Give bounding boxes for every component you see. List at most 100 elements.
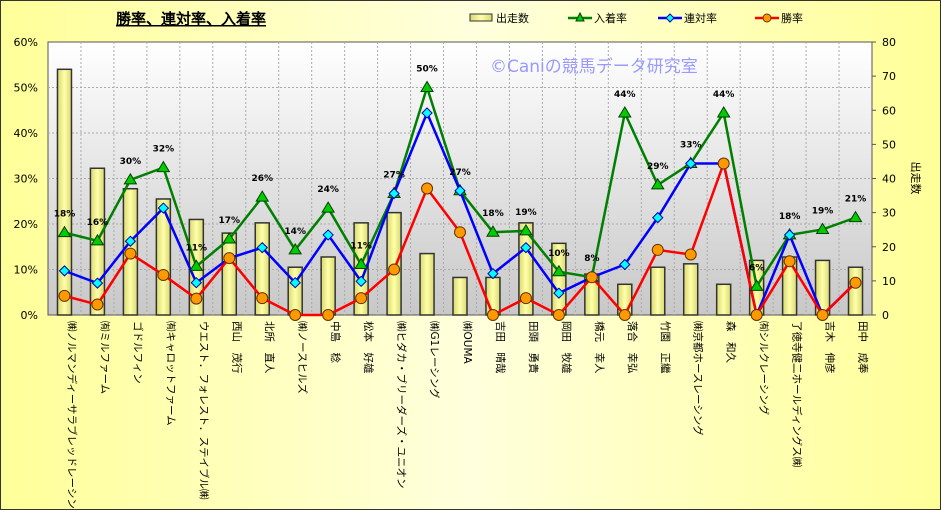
data-label: 8% — [584, 254, 599, 264]
marker-diamond — [388, 187, 400, 200]
legend-label: 連対率 — [684, 11, 717, 25]
data-label: 26% — [251, 174, 273, 184]
marker-diamond — [454, 185, 466, 197]
marker-triangle — [189, 259, 204, 271]
y2-tick-label: 0 — [882, 309, 889, 322]
marker-circle — [651, 243, 664, 256]
y-tick-label: 20% — [14, 218, 38, 231]
marker-triangle — [222, 232, 237, 244]
data-label: 14% — [284, 227, 306, 237]
data-label: 10% — [548, 249, 570, 259]
marker-diamond — [553, 287, 565, 299]
marker-circle — [421, 182, 434, 195]
y-tick-label: 30% — [14, 173, 38, 186]
marker-triangle — [57, 225, 72, 238]
y2-tick-label: 30 — [882, 207, 896, 220]
bar-出走数 — [682, 263, 699, 316]
x-tick-label: 北所 直人 — [263, 321, 276, 374]
data-label: 18% — [54, 210, 76, 220]
data-label: 19% — [812, 206, 834, 216]
legend-marker-circle — [762, 13, 772, 23]
x-tick-label: 竹園 正繼 — [659, 321, 672, 374]
chart-title: 勝率、連対率、入着率 — [116, 10, 266, 28]
marker-circle — [322, 309, 335, 321]
marker-circle — [355, 292, 368, 305]
marker-circle — [585, 271, 598, 284]
marker-triangle — [123, 172, 138, 185]
marker-triangle — [90, 233, 105, 246]
data-label: 6% — [749, 263, 764, 273]
marker-triangle — [321, 201, 336, 213]
x-tick-label: 田頭 勇貴 — [527, 321, 540, 374]
marker-triangle — [354, 257, 369, 269]
marker-circle — [289, 309, 302, 321]
data-label: 27% — [449, 168, 471, 178]
data-label: 11% — [350, 241, 372, 251]
marker-circle — [256, 292, 269, 305]
legend-label: 入着率 — [594, 11, 627, 25]
y-tick-label: 0% — [21, 309, 38, 322]
y-tick-label: 10% — [14, 264, 38, 277]
x-tick-label: 松本 好雄 — [362, 321, 375, 374]
marker-circle — [816, 309, 829, 321]
y-tick-label: 60% — [14, 36, 38, 49]
data-label: 44% — [614, 90, 636, 100]
marker-diamond — [685, 157, 697, 170]
bar-出走数 — [419, 252, 435, 316]
marker-circle — [750, 309, 763, 321]
marker-circle — [91, 298, 104, 311]
data-label: 44% — [713, 90, 735, 100]
marker-triangle — [255, 190, 270, 202]
marker-triangle — [551, 264, 566, 277]
bar-出走数 — [715, 283, 732, 316]
legend-marker-diamond — [665, 13, 675, 23]
marker-circle — [388, 263, 401, 276]
legend-label: 勝率 — [781, 11, 803, 25]
x-tick-label: ㈱ヒダカ・ブリーダーズ・ユニオン — [395, 321, 408, 488]
marker-circle — [618, 309, 631, 321]
marker-triangle — [519, 223, 533, 236]
marker-circle — [190, 292, 203, 305]
x-tick-label: ㈲シルクレーシング — [758, 321, 771, 416]
marker-diamond — [783, 229, 796, 241]
x-tick-label: ㈱京都ホースレーシング — [692, 321, 705, 436]
x-tick-label: 落合 幸弘 — [626, 321, 639, 374]
marker-diamond — [619, 258, 631, 271]
x-tick-label: 西山 茂行 — [230, 321, 243, 374]
y2-tick-label: 20 — [882, 241, 896, 254]
marker-triangle — [650, 177, 665, 190]
bar-出走数 — [221, 232, 238, 316]
x-tick-label: 田中 成奉 — [857, 321, 870, 374]
marker-triangle — [486, 225, 500, 237]
marker-diamond — [91, 277, 104, 289]
marker-diamond — [157, 202, 170, 214]
marker-circle — [124, 247, 137, 260]
x-tick-label: ㈱OUMA — [461, 321, 473, 365]
x-tick-label: ㈱ノルマンディーサラブレッドレーシング — [65, 321, 78, 510]
marker-triangle — [617, 106, 632, 118]
data-label: 24% — [317, 185, 339, 195]
data-label: 29% — [647, 162, 669, 172]
data-label: 19% — [515, 208, 537, 218]
data-label: 18% — [779, 212, 801, 222]
x-tick-label: ウエスト．フォレスト．ステイブル㈱ — [197, 321, 210, 500]
data-label: 50% — [416, 65, 438, 75]
marker-diamond — [322, 229, 334, 241]
data-label: 16% — [87, 218, 109, 228]
y2-tick-label: 70 — [882, 70, 896, 83]
bar-出走数 — [320, 256, 336, 316]
x-tick-label: 中島 稔 — [329, 321, 342, 363]
y-tick-label: 50% — [14, 82, 38, 95]
marker-circle — [717, 157, 730, 170]
marker-diamond — [289, 276, 301, 289]
bar-出走数 — [155, 198, 172, 316]
x-tick-label: 了徳寺健二ホールディングス㈱ — [791, 321, 804, 468]
marker-circle — [486, 309, 499, 321]
marker-circle — [552, 309, 565, 321]
x-tick-label: ㈱G1レーシング — [428, 321, 441, 399]
marker-diamond — [487, 267, 499, 280]
bar-出走数 — [452, 276, 468, 316]
data-label: 32% — [153, 145, 175, 155]
marker-diamond — [256, 241, 268, 254]
